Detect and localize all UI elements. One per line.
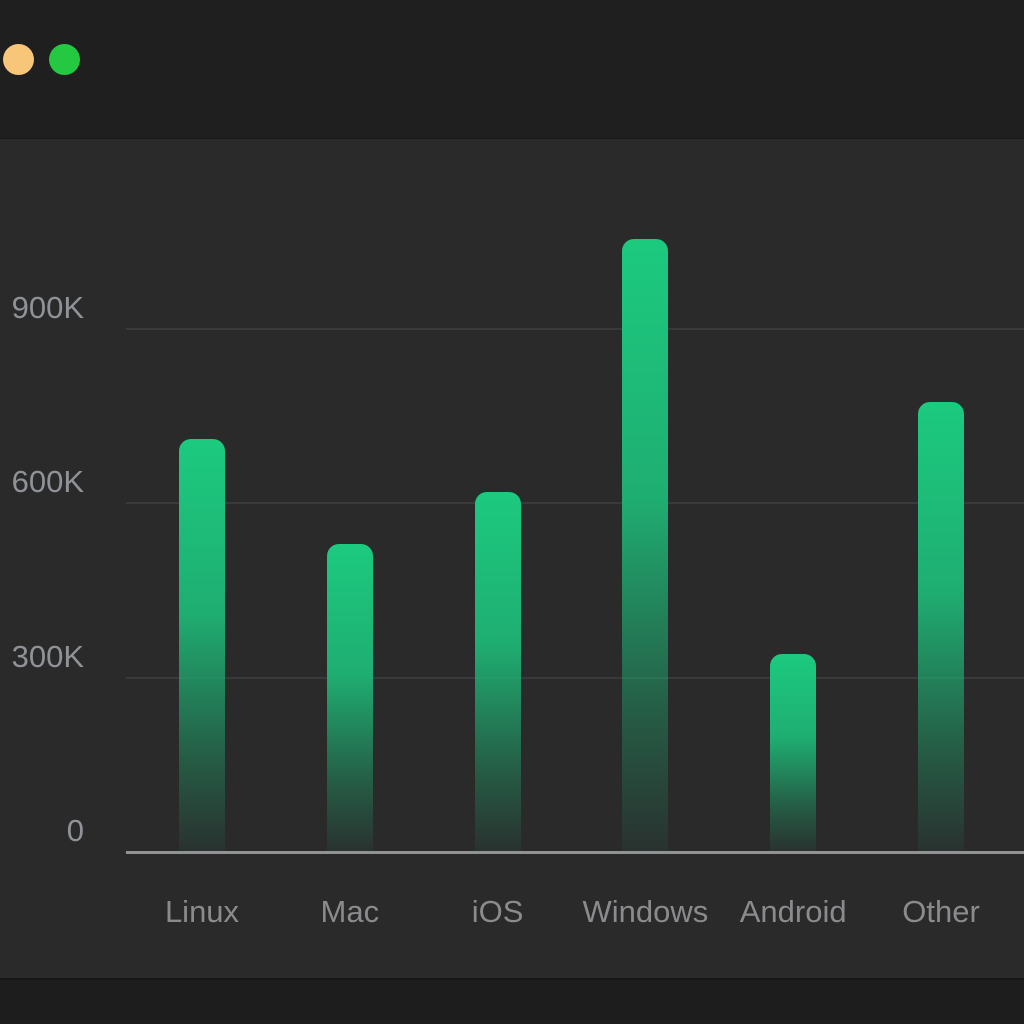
gridline-900k (126, 328, 1024, 331)
y-tick-label-600k: 600K (11, 464, 84, 500)
y-tick-label-0: 0 (66, 813, 84, 848)
x-tick-label-windows: Windows (582, 894, 709, 929)
bar-android (770, 654, 817, 852)
x-tick-label-android: Android (739, 894, 847, 929)
x-tick-label-linux: Linux (164, 894, 240, 929)
y-tick-label-300k: 300K (11, 638, 84, 674)
y-tick-label-900k: 900K (11, 290, 84, 326)
bar-ios (474, 491, 521, 852)
window-titlebar (0, 0, 1024, 139)
gridline-300k (126, 676, 1024, 679)
bar-windows (622, 239, 669, 852)
x-tick-label-mac: Mac (320, 894, 380, 929)
window-control-zoom-button[interactable] (49, 44, 80, 75)
x-axis-line (126, 851, 1024, 854)
bar-other (918, 401, 964, 852)
bar-linux (179, 439, 225, 852)
gridline-600k (126, 502, 1024, 505)
x-tick-label-ios: iOS (471, 894, 524, 929)
x-tick-label-other: Other (902, 894, 980, 929)
window-control-minimize-button[interactable] (3, 44, 34, 75)
window-footer (0, 978, 1024, 1024)
bar-mac (326, 544, 373, 852)
